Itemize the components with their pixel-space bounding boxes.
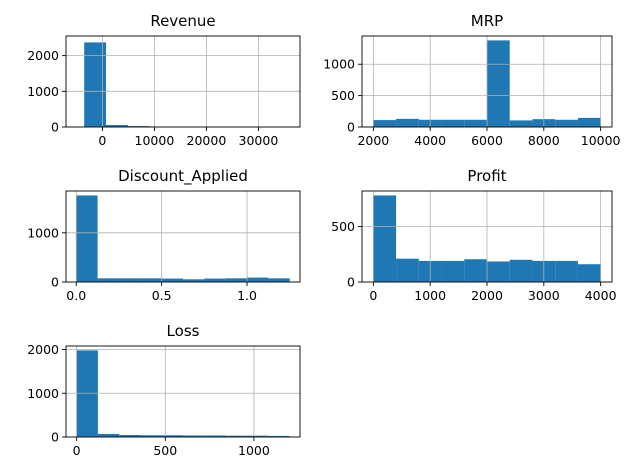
histogram-bar (97, 278, 119, 282)
y-tick-label: 0 (51, 120, 59, 135)
y-tick-label: 1000 (323, 57, 355, 72)
histogram-bar (509, 259, 533, 282)
histogram-bar (140, 435, 162, 437)
subplot-revenue: 0 10000 20000 30000 0 1000 2000 Revenue (27, 12, 303, 148)
x-tick-label: 2000 (357, 133, 389, 148)
y-tick-label: 500 (331, 88, 355, 103)
histogram-bar (204, 435, 226, 437)
histogram-bar (464, 259, 487, 282)
y-tick-label: 1000 (27, 386, 59, 401)
subplot-mrp: 2000 4000 6000 8000 10000 0 500 1000 MRP (323, 12, 620, 148)
histogram-bar (183, 279, 205, 282)
y-tick-label: 2000 (27, 48, 59, 63)
histogram-bar (555, 119, 578, 127)
histogram-bar (577, 264, 601, 282)
histogram-bar (373, 120, 397, 127)
histogram-bar (161, 278, 183, 282)
x-tick-label: 30000 (239, 133, 279, 148)
x-tick-label: 0.5 (152, 288, 172, 303)
subplot-title: Loss (167, 322, 200, 340)
x-tick-label: 0 (369, 288, 377, 303)
y-tick-label: 500 (331, 219, 355, 234)
x-tick-label: 1.0 (237, 288, 257, 303)
subplot-profit: 0 1000 2000 3000 4000 0 500 Profit (331, 167, 616, 303)
subplot-loss: 0 500 1000 0 1000 2000 Loss (27, 322, 301, 458)
x-tick-label: 1000 (238, 443, 270, 458)
x-tick-label: 3000 (528, 288, 560, 303)
histogram-bar (84, 42, 107, 127)
x-tick-label: 0 (98, 133, 106, 148)
y-tick-label: 0 (51, 430, 59, 445)
y-tick-label: 0 (347, 120, 355, 135)
histogram-bar (183, 435, 205, 437)
histogram-bar (119, 435, 141, 437)
histogram-bar (396, 118, 419, 127)
histogram-bar (268, 435, 290, 437)
x-tick-label: 10000 (581, 133, 621, 148)
histogram-bar (106, 125, 128, 127)
x-tick-label: 6000 (471, 133, 503, 148)
y-tick-label: 1000 (27, 225, 59, 240)
histogram-bar (396, 258, 419, 282)
histogram-bar (441, 119, 465, 127)
histogram-bar (441, 260, 465, 282)
x-tick-label: 500 (153, 443, 177, 458)
subplot-title: Revenue (150, 12, 215, 30)
x-tick-label: 2000 (471, 288, 503, 303)
histogram-bar (76, 195, 98, 282)
histogram-bar (225, 435, 247, 437)
x-tick-label: 4000 (414, 133, 446, 148)
x-tick-label: 4000 (585, 288, 617, 303)
x-tick-label: 1000 (414, 288, 446, 303)
x-tick-label: 10000 (135, 133, 175, 148)
histogram-bar (140, 278, 162, 282)
histogram-bar (246, 435, 269, 437)
histogram-bar (464, 119, 487, 127)
axes-frame (65, 345, 301, 438)
axes-frame (65, 35, 301, 128)
y-tick-label: 0 (347, 275, 355, 290)
histogram-bar (97, 433, 120, 437)
histogram-bar (487, 40, 510, 127)
y-tick-label: 0 (51, 275, 59, 290)
histogram-bar (577, 117, 601, 127)
histogram-bar (204, 278, 226, 282)
subplot-title: Profit (467, 167, 506, 185)
histogram-bar (76, 350, 98, 438)
histogram-bar (487, 261, 510, 282)
axes-frame (65, 190, 301, 283)
y-tick-label: 2000 (27, 342, 59, 357)
histogram-bar (247, 277, 269, 282)
histogram-bar (555, 260, 578, 282)
x-tick-label: 0.0 (66, 288, 86, 303)
y-tick-label: 1000 (27, 84, 59, 99)
histogram-bar (118, 278, 141, 282)
histogram-bar (373, 195, 397, 282)
histogram-bar (268, 278, 290, 282)
histogram-bar (161, 435, 183, 437)
histogram-bar (225, 278, 248, 282)
histogram-bar (509, 120, 533, 127)
subplot-discount_applied: 0.0 0.5 1.0 0 1000 Discount_Applied (27, 167, 301, 303)
x-tick-label: 0 (73, 443, 81, 458)
subplot-title: MRP (471, 12, 503, 30)
x-tick-label: 20000 (187, 133, 227, 148)
subplot-title: Discount_Applied (118, 167, 248, 186)
x-tick-label: 8000 (528, 133, 560, 148)
